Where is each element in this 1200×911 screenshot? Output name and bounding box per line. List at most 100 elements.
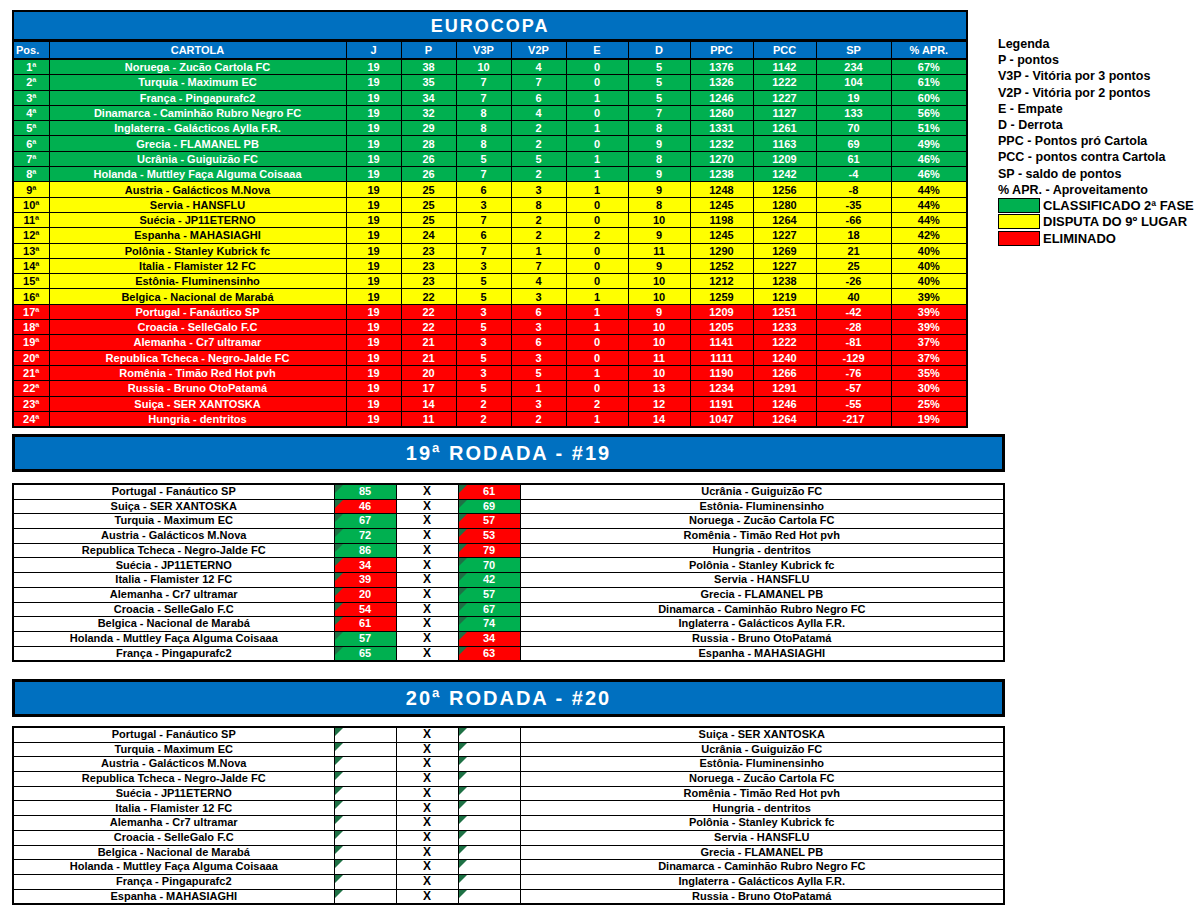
p-cell: 21 xyxy=(401,350,456,365)
sp-cell: 25 xyxy=(816,258,891,273)
match-row: Portugal - Fanáutico SPXSuiça - SER XANT… xyxy=(13,727,1004,742)
p-cell: 32 xyxy=(401,105,456,120)
sp-cell: 104 xyxy=(816,75,891,90)
pcc-cell: 1219 xyxy=(753,289,816,304)
away-score-cell xyxy=(458,757,520,772)
pcc-cell: 1163 xyxy=(753,136,816,151)
ppc-cell: 1212 xyxy=(690,274,753,289)
round-20-fixtures-table: Portugal - Fanáutico SPXSuiça - SER XANT… xyxy=(12,726,1005,905)
away-score-cell: 53 xyxy=(458,529,520,544)
standings-row: 19ªAlemanha - Cr7 ultramar19213601011411… xyxy=(13,335,967,350)
pcc-cell: 1242 xyxy=(753,167,816,182)
e-cell: 2 xyxy=(566,396,628,411)
j-cell: 19 xyxy=(346,258,401,273)
v2p-cell: 1 xyxy=(511,243,566,258)
standings-row: 23ªSuiça - SER XANTOSKA19142321211911246… xyxy=(13,396,967,411)
pos-cell: 14ª xyxy=(13,258,49,273)
versus-cell: X xyxy=(396,587,458,602)
e-cell: 0 xyxy=(566,212,628,227)
ppc-cell: 1111 xyxy=(690,350,753,365)
sp-cell: 133 xyxy=(816,105,891,120)
pcc-cell: 1209 xyxy=(753,151,816,166)
p-cell: 22 xyxy=(401,304,456,319)
v3p-cell: 3 xyxy=(456,365,511,380)
e-cell: 1 xyxy=(566,90,628,105)
sp-cell: 70 xyxy=(816,121,891,136)
versus-cell: X xyxy=(396,646,458,661)
match-row: Belgica - Nacional de Marabá61X74Inglate… xyxy=(13,617,1004,632)
e-cell: 1 xyxy=(566,167,628,182)
apr-cell: 56% xyxy=(891,105,967,120)
home-team-cell: Croacia - SelleGalo F.C xyxy=(13,830,334,845)
home-score-cell xyxy=(334,801,396,816)
d-cell: 13 xyxy=(628,381,690,396)
home-team-cell: França - Pingapurafc2 xyxy=(13,874,334,889)
p-cell: 26 xyxy=(401,151,456,166)
apr-cell: 40% xyxy=(891,258,967,273)
team-cell: Holanda - Muttley Faça Alguma Coisaaa xyxy=(49,167,346,182)
e-cell: 0 xyxy=(566,75,628,90)
column-header: E xyxy=(566,41,628,60)
p-cell: 34 xyxy=(401,90,456,105)
sp-cell: -55 xyxy=(816,396,891,411)
match-row: Republica Tcheca - Negro-Jalde FCXNorueg… xyxy=(13,772,1004,787)
home-score-cell xyxy=(334,860,396,875)
match-row: Croacia - SelleGalo F.CXServia - HANSFLU xyxy=(13,830,1004,845)
away-team-cell: Hungria - dentritos xyxy=(520,543,1004,558)
v3p-cell: 7 xyxy=(456,167,511,182)
standings-row: 6ªGrecia - FLAMANEL PB192882091232116369… xyxy=(13,136,967,151)
v3p-cell: 8 xyxy=(456,121,511,136)
away-score-cell xyxy=(458,889,520,904)
pos-cell: 23ª xyxy=(13,396,49,411)
d-cell: 9 xyxy=(628,304,690,319)
versus-cell: X xyxy=(396,617,458,632)
v2p-cell: 6 xyxy=(511,304,566,319)
pos-cell: 13ª xyxy=(13,243,49,258)
legend-item: D - Derrota xyxy=(998,117,1194,133)
home-score-cell xyxy=(334,816,396,831)
pos-cell: 9ª xyxy=(13,182,49,197)
sp-cell: 21 xyxy=(816,243,891,258)
sp-cell: -26 xyxy=(816,274,891,289)
team-cell: Austria - Galácticos M.Nova xyxy=(49,182,346,197)
match-row: Italia - Flamister 12 FC39X42Servia - HA… xyxy=(13,573,1004,588)
p-cell: 28 xyxy=(401,136,456,151)
home-score-cell xyxy=(334,786,396,801)
home-team-cell: Italia - Flamister 12 FC xyxy=(13,573,334,588)
ppc-cell: 1238 xyxy=(690,167,753,182)
v3p-cell: 8 xyxy=(456,105,511,120)
match-row: Turquia - Maximum EC67X57Noruega - Zucão… xyxy=(13,514,1004,529)
sp-cell: -8 xyxy=(816,182,891,197)
versus-cell: X xyxy=(396,631,458,646)
pos-cell: 21ª xyxy=(13,365,49,380)
column-header: SP xyxy=(816,41,891,60)
away-team-cell: Noruega - Zucão Cartola FC xyxy=(520,514,1004,529)
v3p-cell: 6 xyxy=(456,228,511,243)
d-cell: 10 xyxy=(628,365,690,380)
apr-cell: 42% xyxy=(891,228,967,243)
pcc-cell: 1227 xyxy=(753,90,816,105)
standings-row: 12ªEspanha - MAHASIAGHI19246229124512271… xyxy=(13,228,967,243)
v2p-cell: 1 xyxy=(511,381,566,396)
pos-cell: 18ª xyxy=(13,320,49,335)
team-cell: Suécia - JP11ETERNO xyxy=(49,212,346,227)
match-row: Austria - Galácticos M.NovaXEstônia- Flu… xyxy=(13,757,1004,772)
v2p-cell: 2 xyxy=(511,212,566,227)
legend-item: % APR. - Aproveitamento xyxy=(998,182,1194,198)
v3p-cell: 5 xyxy=(456,381,511,396)
v3p-cell: 7 xyxy=(456,90,511,105)
v3p-cell: 8 xyxy=(456,136,511,151)
home-team-cell: Holanda - Muttley Faça Alguma Coisaaa xyxy=(13,631,334,646)
d-cell: 12 xyxy=(628,396,690,411)
team-cell: Portugal - Fanáutico SP xyxy=(49,304,346,319)
team-cell: Dinamarca - Caminhão Rubro Negro FC xyxy=(49,105,346,120)
team-cell: França - Pingapurafc2 xyxy=(49,90,346,105)
team-cell: Croacia - SelleGalo F.C xyxy=(49,320,346,335)
v3p-cell: 5 xyxy=(456,289,511,304)
d-cell: 11 xyxy=(628,243,690,258)
j-cell: 19 xyxy=(346,90,401,105)
home-team-cell: Belgica - Nacional de Marabá xyxy=(13,845,334,860)
away-score-cell: 42 xyxy=(458,573,520,588)
apr-cell: 39% xyxy=(891,304,967,319)
p-cell: 23 xyxy=(401,243,456,258)
